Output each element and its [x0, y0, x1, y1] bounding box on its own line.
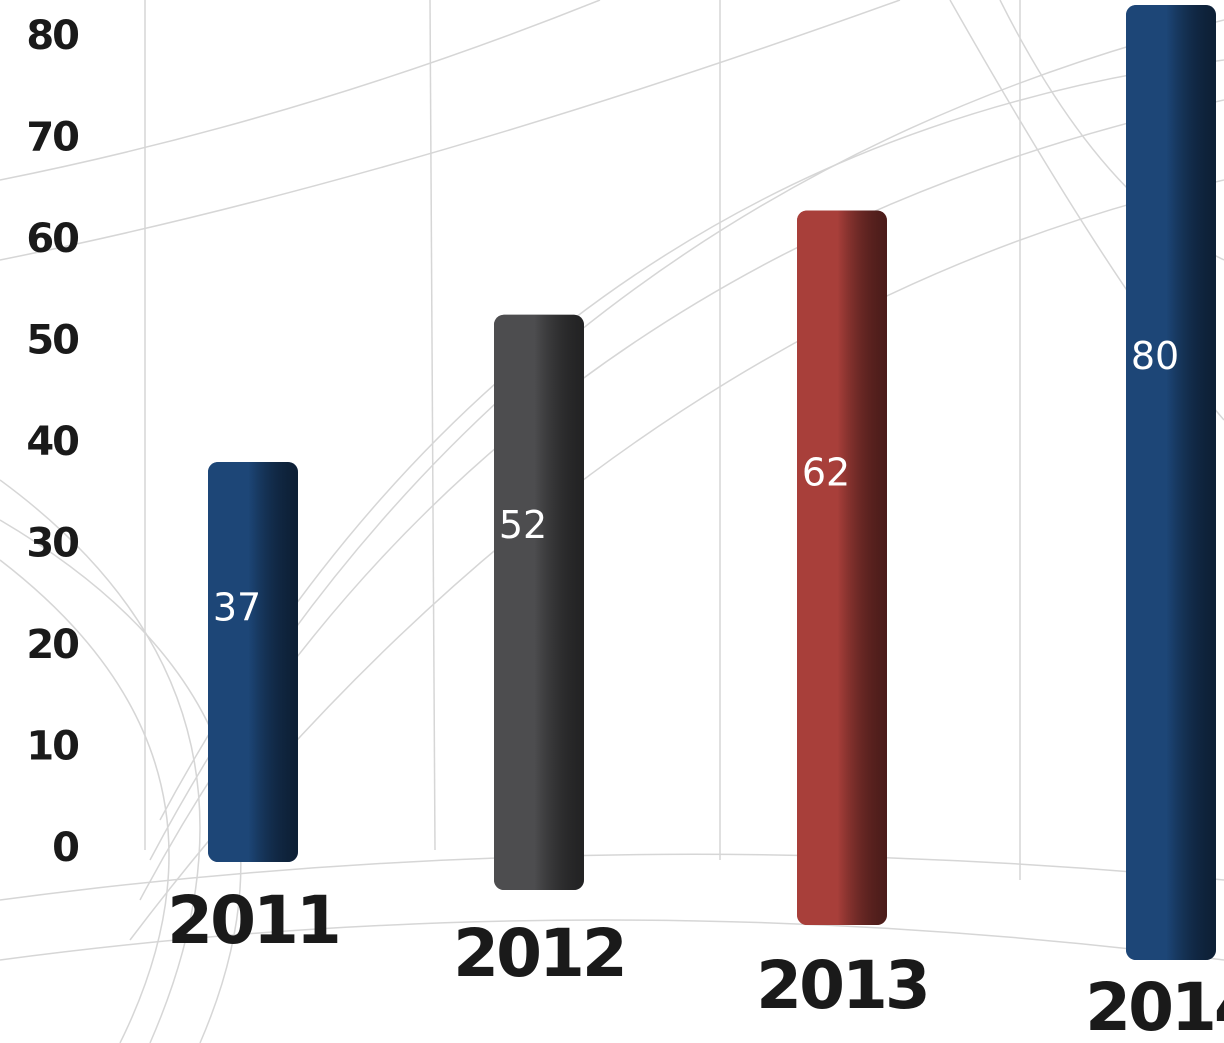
- value-label: 62: [802, 450, 850, 494]
- y-tick-label: 70: [26, 115, 78, 161]
- x-tick-label: 2014: [1085, 969, 1224, 1043]
- value-label: 37: [213, 585, 261, 629]
- y-tick-label: 50: [26, 318, 78, 364]
- y-tick-label: 80: [26, 13, 78, 59]
- x-tick-label: 2011: [167, 882, 339, 959]
- y-tick-label: 10: [26, 724, 78, 770]
- bar-shade: [494, 314, 584, 890]
- y-tick-label: 40: [26, 419, 78, 465]
- y-tick-label: 30: [26, 521, 78, 567]
- value-label: 52: [499, 503, 547, 547]
- bar-shade: [1126, 5, 1216, 960]
- bar-shade: [208, 461, 298, 862]
- y-tick-label: 0: [52, 825, 78, 871]
- value-label: 80: [1131, 334, 1179, 378]
- y-tick-label: 20: [26, 622, 78, 668]
- y-tick-label: 60: [26, 216, 78, 262]
- bar-shade: [797, 210, 887, 925]
- x-tick-label: 2012: [453, 915, 625, 992]
- plot: 0 10 20 30 40 50 60 70 80 37 2011 52 2012 62 2013 80 201…: [26, 5, 1224, 1043]
- x-tick-label: 2013: [756, 947, 928, 1024]
